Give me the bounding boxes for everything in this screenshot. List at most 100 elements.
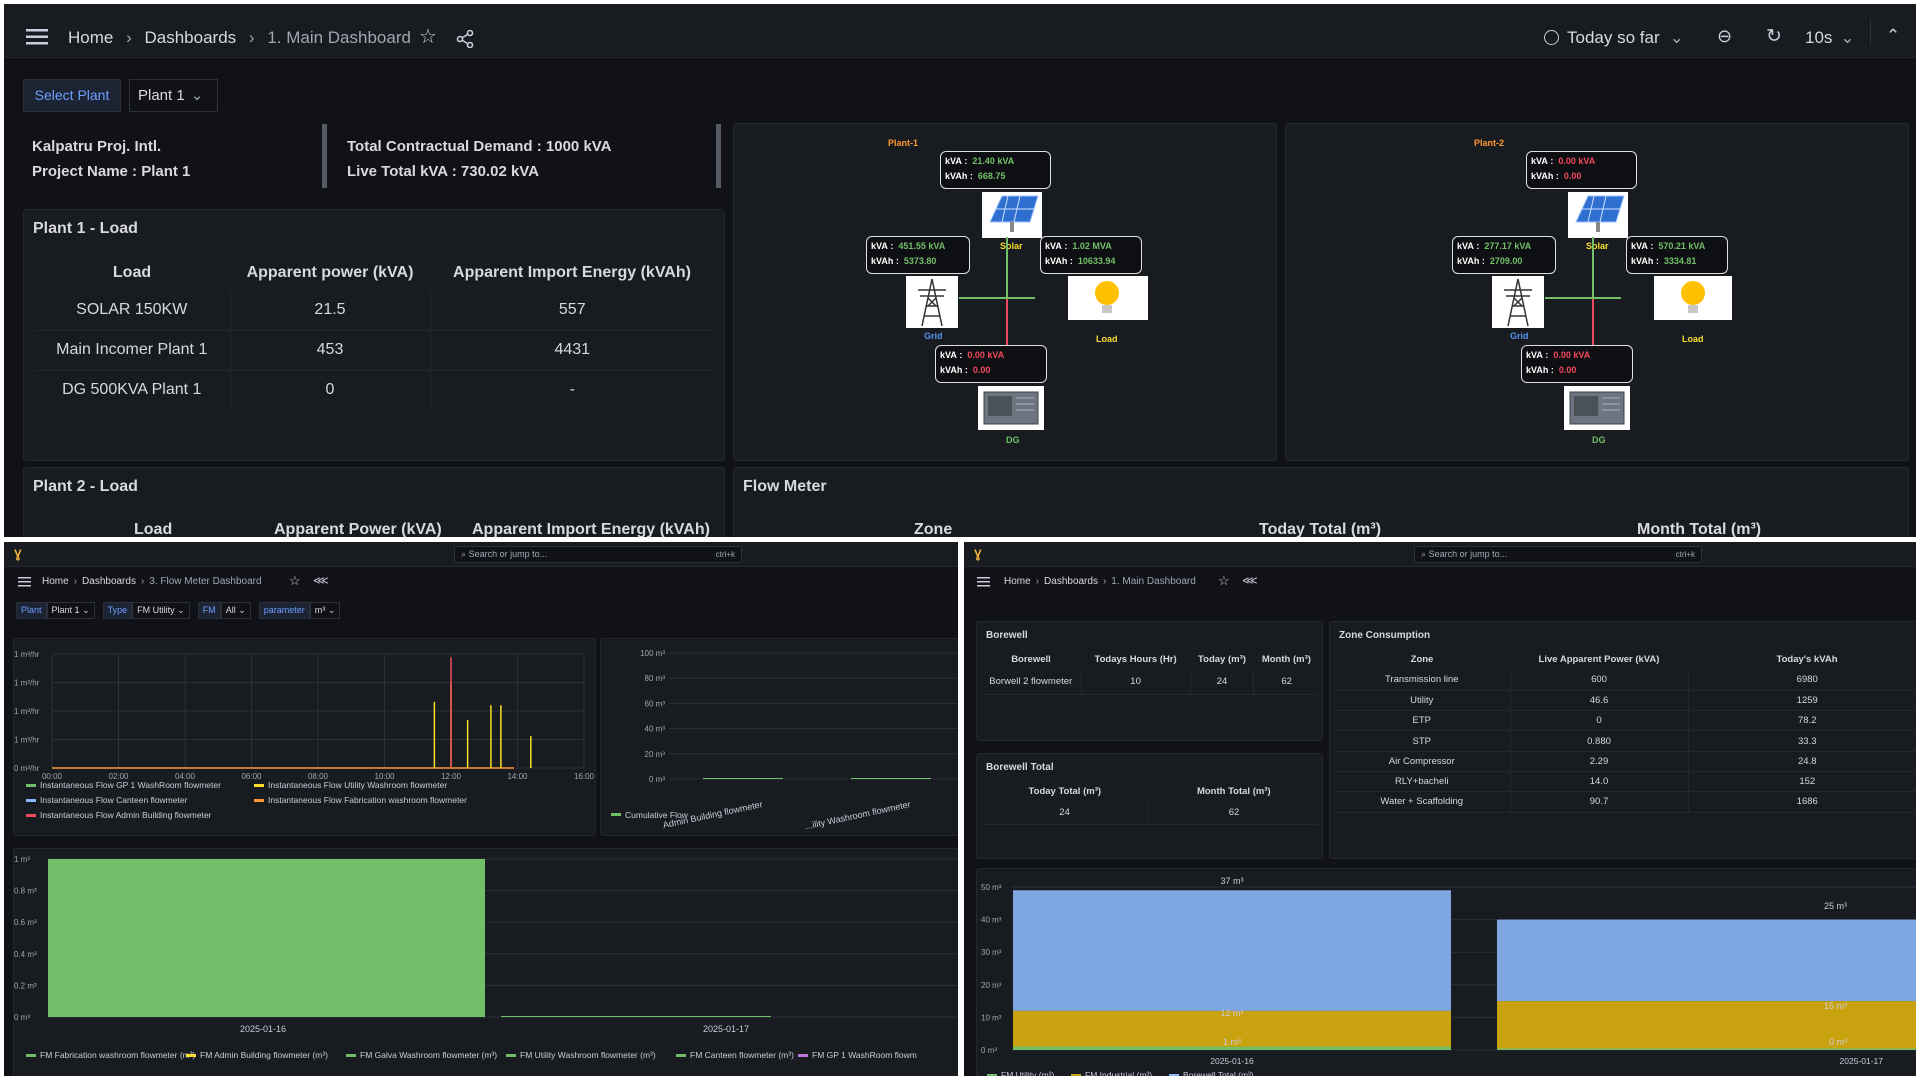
instantaneous-flow-chart: 1 m³/hr 1 m³/hr 1 m³/hr 1 m³/hr 0 m³/hr00:00… — [14, 650, 595, 820]
zone-consumption-panel: Zone Consumption Zone Live Apparent Power… — [1329, 621, 1916, 859]
column-header: Live Apparent Power (kVA) — [1538, 653, 1660, 665]
main-dashboard-scrolled-pane: Ɣ ⌕ Search or jump to... ctrl+k Home › Das… — [964, 542, 1916, 1076]
table-row: SOLAR 150KW 21.5 557 — [34, 290, 714, 331]
column-header: Apparent Import Energy (kVAh) — [472, 521, 710, 537]
grid-readings-box: kVA : 451.55 kVA kVAh : 5373.80 — [866, 236, 970, 274]
star-icon[interactable]: ☆ — [419, 26, 437, 48]
bar-segment — [1013, 890, 1451, 1011]
table-row: RLY+bacheli 14.0 152 — [1334, 771, 1916, 793]
x-tick-label: 02:00 — [108, 772, 129, 781]
share-icon[interactable] — [456, 30, 474, 48]
column-header: Month Total (m³) — [1196, 785, 1271, 797]
breadcrumb-home[interactable]: Home — [42, 576, 69, 587]
zoom-out-icon[interactable]: ⊖ — [1717, 26, 1733, 46]
solar-panel-icon — [1568, 192, 1628, 238]
legend-swatch — [506, 1054, 516, 1057]
borewell-panel: Borewell Borewell Todays Hours (Hr) Today … — [976, 621, 1323, 741]
breadcrumb-current: 3. Flow Meter Dashboard — [149, 576, 262, 587]
menu-icon[interactable] — [26, 29, 48, 45]
data-label: 25 m³ — [1824, 901, 1847, 911]
demand-info: Total Contractual Demand : 1000 kVA Live … — [347, 138, 612, 180]
solar-label: Solar — [1586, 241, 1609, 251]
table-cell: 152 — [1687, 771, 1916, 793]
legend-label: FM Fabrication washroom flowmeter (m³) — [40, 1050, 196, 1060]
panel-title: Zone Consumption — [1339, 630, 1431, 641]
x-tick-label: 14:00 — [507, 772, 528, 781]
legend-swatch — [1169, 1074, 1179, 1076]
grafana-logo-icon[interactable]: Ɣ — [14, 547, 22, 561]
table-cell: Transmission line — [1334, 670, 1510, 691]
breadcrumb-dashboards[interactable]: Dashboards — [82, 576, 136, 587]
instantaneous-flow-panel: 1 m³/hr 1 m³/hr 1 m³/hr 1 m³/hr 0 m³/hr 00:00… — [13, 638, 596, 836]
column-header: Month Total (m³) — [1637, 521, 1762, 537]
column-header: Today (m³) — [1198, 653, 1246, 665]
flow-meter-dashboard-pane: Ɣ ⌕ Search or jump to... ctrl+k Home › Das… — [4, 542, 958, 1076]
grafana-logo-icon[interactable]: Ɣ — [974, 547, 982, 561]
y-tick-label: 0 m³/hr — [14, 764, 40, 773]
y-tick-label: 0 m³ — [981, 1046, 997, 1055]
table-cell: 453 — [229, 330, 430, 371]
solar-label: Solar — [1000, 241, 1023, 251]
y-tick-label: 1 m³/hr — [14, 650, 40, 659]
table-row: ETP 0 78.2 — [1334, 710, 1916, 732]
plant-select[interactable]: Plant 1 ⌄ — [46, 602, 95, 619]
column-header: Zone — [914, 521, 953, 537]
table-cell: 0 — [229, 370, 430, 410]
table-cell: Water + Scaffolding — [1334, 791, 1510, 813]
parameter-select[interactable]: m³ ⌄ — [309, 602, 341, 619]
time-picker[interactable]: Today so far ⌄ — [1544, 28, 1684, 48]
y-tick-label: 30 m³ — [981, 948, 1002, 957]
legend-swatch — [798, 1054, 808, 1057]
daily-flow-panel: 1 m³ 0.8 m³ 0.6 m³ 0.4 m³ 0.2 m³ 0 m³ 2025-01-… — [13, 848, 958, 1076]
data-label: 37 m³ — [1220, 876, 1243, 886]
borewell-total-panel: Borewell Total Today Total (m³) Month Tot… — [976, 753, 1323, 859]
x-tick-label: 2025-01-17 — [703, 1024, 749, 1034]
plant2-diagram-panel: Plant-2 kVA : 0.00 kVA kVAh : 0.00 Solar … — [1285, 123, 1909, 461]
y-tick-label: 1 m³/hr — [14, 707, 40, 716]
select-plant-label: Select Plant — [23, 79, 121, 112]
chevron-down-icon: ⌄ — [238, 605, 246, 615]
chevron-up-icon[interactable]: ⌃ — [1886, 26, 1901, 45]
search-input[interactable]: ⌕ Search or jump to... ctrl+k — [454, 546, 742, 563]
breadcrumb-home[interactable]: Home — [68, 28, 114, 47]
top-navbar — [4, 4, 1916, 58]
star-icon[interactable]: ☆ — [1218, 573, 1230, 588]
share-icon[interactable]: ⋘ — [1242, 575, 1258, 587]
breadcrumb-dashboards[interactable]: Dashboards — [1044, 576, 1098, 587]
y-tick-label: 0.8 m³ — [14, 887, 37, 896]
bar-mark — [703, 778, 783, 779]
bar-mark — [851, 778, 931, 779]
menu-icon[interactable] — [977, 577, 990, 587]
search-input[interactable]: ⌕ Search or jump to... ctrl+k — [1414, 546, 1702, 563]
breadcrumb-current: 1. Main Dashboard — [1111, 576, 1196, 587]
chevron-down-icon: ⌄ — [177, 605, 185, 615]
legend-label: FM Canteen flowmeter (m³) — [690, 1050, 794, 1060]
chevron-down-icon: ⌄ — [190, 87, 204, 104]
breadcrumb-home[interactable]: Home — [1004, 576, 1031, 587]
share-icon[interactable]: ⋘ — [313, 575, 329, 587]
type-select[interactable]: FM Utility ⌄ — [132, 602, 190, 619]
table-cell: 0.880 — [1509, 730, 1688, 752]
star-icon[interactable]: ☆ — [289, 573, 301, 588]
x-tick-label: 08:00 — [308, 772, 329, 781]
breadcrumb-dashboards[interactable]: Dashboards — [144, 28, 237, 47]
plant-select[interactable]: Plant 1 ⌄ — [129, 79, 218, 112]
y-tick-label: 0.4 m³ — [14, 950, 37, 959]
column-header: Zone — [1410, 653, 1434, 665]
table-cell: 62 — [1148, 802, 1319, 825]
load-label: Load — [1682, 334, 1704, 344]
menu-icon[interactable] — [18, 577, 31, 587]
x-tick-label: 04:00 — [175, 772, 196, 781]
refresh-interval-picker[interactable]: 10s ⌄ — [1805, 28, 1855, 47]
y-tick-label: 80 m³ — [645, 674, 666, 683]
plant-name-label: Plant-1 — [888, 138, 919, 148]
breadcrumb-current: 1. Main Dashboard — [267, 28, 411, 47]
table-cell: Borwell 2 flowmeter — [981, 670, 1081, 695]
water-consumption-chart: 50 m³ 40 m³ 30 m³ 20 m³ 10 m³ 0 m³ 37 m³ 12 m³ 1… — [981, 876, 1916, 1076]
table-cell: 46.6 — [1509, 690, 1688, 712]
panel-title: Plant 2 - Load — [33, 478, 138, 495]
column-header: Today's kVAh — [1776, 653, 1838, 665]
fm-select[interactable]: All ⌄ — [220, 602, 251, 619]
refresh-icon[interactable]: ↻ — [1766, 26, 1782, 47]
